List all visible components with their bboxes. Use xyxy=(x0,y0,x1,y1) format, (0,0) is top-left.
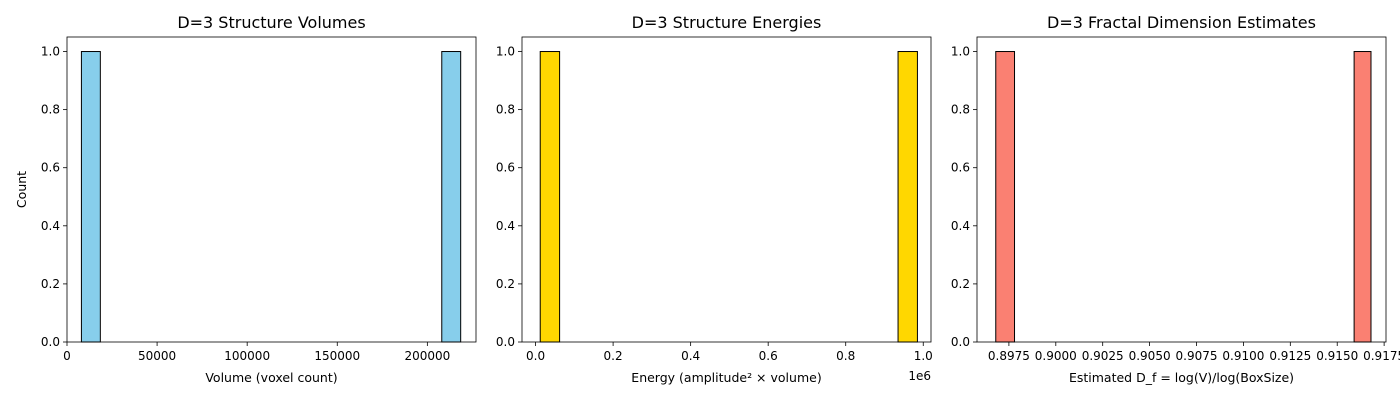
x-tick-label: 0.9150 xyxy=(1316,349,1358,363)
x-tick-label: 0.9075 xyxy=(1176,349,1218,363)
y-tick-label: 0.0 xyxy=(951,335,970,349)
x-tick-label: 0.9100 xyxy=(1222,349,1264,363)
histogram-bar xyxy=(441,51,462,343)
chart-title: D=3 Fractal Dimension Estimates xyxy=(1047,13,1316,32)
y-tick-label: 0.8 xyxy=(41,103,60,117)
histogram-bar xyxy=(539,51,561,343)
x-tick-label: 150000 xyxy=(314,349,360,363)
x-tick-label: 0.4 xyxy=(681,349,700,363)
chart-title: D=3 Structure Energies xyxy=(632,13,822,32)
x-tick-label: 0 xyxy=(63,349,71,363)
x-axis-offset-text: 1e6 xyxy=(908,369,931,383)
x-tick-label: 0.8 xyxy=(836,349,855,363)
y-tick-label: 0.8 xyxy=(496,103,515,117)
x-axis-label: Estimated D_f = log(V)/log(BoxSize) xyxy=(1069,370,1294,385)
axes-frame xyxy=(976,36,1387,343)
x-tick-label: 100000 xyxy=(224,349,270,363)
x-tick-label: 0.9050 xyxy=(1129,349,1171,363)
x-tick-label: 0.9125 xyxy=(1269,349,1311,363)
axes-frame xyxy=(521,36,932,343)
x-tick-label: 0.2 xyxy=(604,349,623,363)
x-tick-label: 1.0 xyxy=(914,349,933,363)
y-axis-label: Count xyxy=(14,171,29,208)
x-tick-label: 0.9000 xyxy=(1035,349,1077,363)
subplot-2: 0.0 0.2 0.4 0.6 0.8 1.0 0.0 0.2 0.4 0.6 0.8 1.0 D=3 … xyxy=(496,13,933,385)
y-tick-label: 0.0 xyxy=(496,335,515,349)
axes-frame xyxy=(66,36,477,343)
x-tick-label: 50000 xyxy=(138,349,176,363)
x-axis-label: Energy (amplitude² × volume) xyxy=(631,370,821,385)
y-tick-label: 0.2 xyxy=(951,277,970,291)
subplot-3: 0.0 0.2 0.4 0.6 0.8 1.0 0.8975 0.9000 0.9025 0.90… xyxy=(951,13,1400,385)
y-tick-label: 1.0 xyxy=(41,45,60,59)
x-tick-label: 0.6 xyxy=(759,349,778,363)
y-tick-label: 0.6 xyxy=(496,161,515,175)
y-tick-label: 1.0 xyxy=(951,45,970,59)
y-tick-label: 0.2 xyxy=(496,277,515,291)
histogram-bar xyxy=(80,51,101,343)
x-tick-label: 200000 xyxy=(404,349,450,363)
y-tick-label: 0.4 xyxy=(41,219,60,233)
x-tick-label: 0.0 xyxy=(526,349,545,363)
x-tick-label: 0.8975 xyxy=(988,349,1030,363)
y-tick-label: 0.2 xyxy=(41,277,60,291)
y-tick-label: 0.4 xyxy=(951,219,970,233)
y-tick-label: 0.6 xyxy=(951,161,970,175)
histogram-bar xyxy=(995,51,1016,343)
x-axis-label: Volume (voxel count) xyxy=(205,370,337,385)
x-tick-label: 0.9175 xyxy=(1363,349,1400,363)
subplot-1: 0.0 0.2 0.4 0.6 0.8 1.0 0 50000 100000 150000 2000… xyxy=(14,13,477,385)
x-tick-label: 0.9025 xyxy=(1082,349,1124,363)
y-tick-label: 0.6 xyxy=(41,161,60,175)
y-tick-label: 0.0 xyxy=(41,335,60,349)
y-tick-label: 1.0 xyxy=(496,45,515,59)
y-tick-label: 0.4 xyxy=(496,219,515,233)
y-tick-label: 0.8 xyxy=(951,103,970,117)
histogram-bar xyxy=(897,51,918,343)
chart-title: D=3 Structure Volumes xyxy=(177,13,365,32)
histogram-bar xyxy=(1353,51,1372,343)
